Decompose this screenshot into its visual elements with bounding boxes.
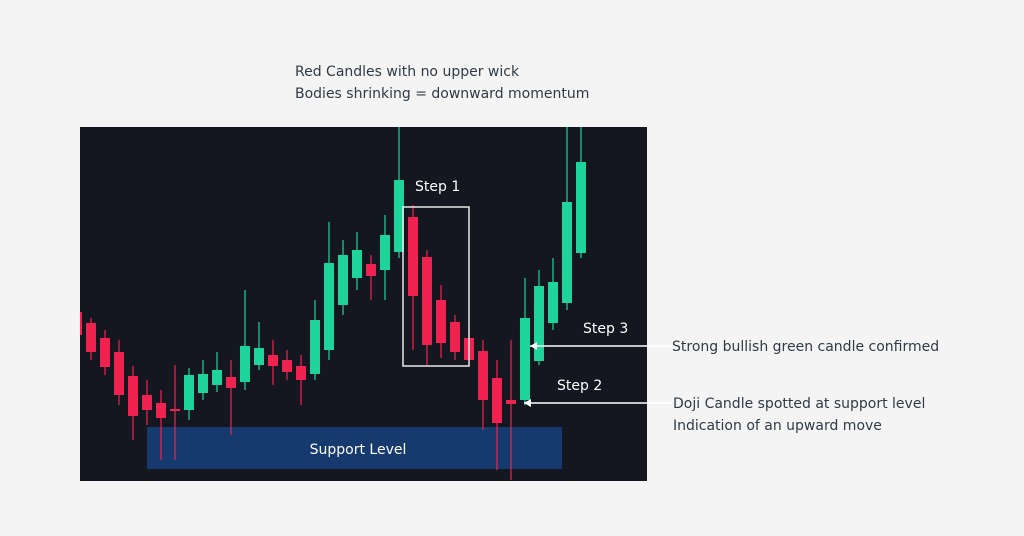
candle-body: [352, 250, 362, 278]
step-label: Step 1: [415, 179, 460, 195]
candle-body: [254, 348, 264, 365]
candle-body: [156, 403, 166, 418]
candle-body: [478, 351, 488, 400]
candle-body: [310, 320, 320, 374]
support-label: Support Level: [310, 442, 407, 458]
note: Indication of an upward move: [673, 418, 882, 434]
candle-body: [184, 375, 194, 410]
candle-body: [492, 378, 502, 423]
note: Bodies shrinking = downward momentum: [295, 86, 589, 102]
step1-box: [402, 206, 470, 367]
support-band: [147, 427, 562, 469]
candle-body: [170, 409, 180, 411]
candles: [80, 127, 586, 480]
candle-body: [576, 162, 586, 253]
candle-body: [324, 263, 334, 350]
note: Red Candles with no upper wick: [295, 64, 520, 80]
candle-body: [534, 286, 544, 361]
candle-body: [436, 300, 446, 343]
step-label: Step 3: [583, 321, 628, 337]
note: Doji Candle spotted at support level: [673, 396, 925, 412]
candle-body: [128, 376, 138, 416]
candle-body: [506, 400, 516, 404]
candle-body: [408, 217, 418, 296]
arrow-head: [524, 399, 531, 407]
candle-body: [240, 346, 250, 382]
candle-body: [562, 202, 572, 303]
candle-body: [380, 235, 390, 270]
candle-body: [198, 374, 208, 393]
candle-body: [520, 318, 530, 400]
candle-body: [100, 338, 110, 367]
candle-body: [296, 366, 306, 380]
candle-body: [394, 180, 404, 252]
candle-body: [268, 355, 278, 366]
candle-body: [366, 264, 376, 276]
candle-body: [422, 257, 432, 345]
note: Strong bullish green candle confirmed: [672, 339, 939, 355]
candle-body: [450, 322, 460, 352]
step-label: Step 2: [557, 378, 602, 394]
candle-body: [86, 323, 96, 352]
candle-body: [226, 377, 236, 388]
arrow-head: [530, 342, 537, 350]
candle-body: [212, 370, 222, 385]
candle-body: [80, 312, 82, 335]
candle-body: [142, 395, 152, 410]
candle-body: [338, 255, 348, 305]
candle-body: [548, 282, 558, 323]
candle-body: [282, 360, 292, 372]
candle-body: [114, 352, 124, 395]
